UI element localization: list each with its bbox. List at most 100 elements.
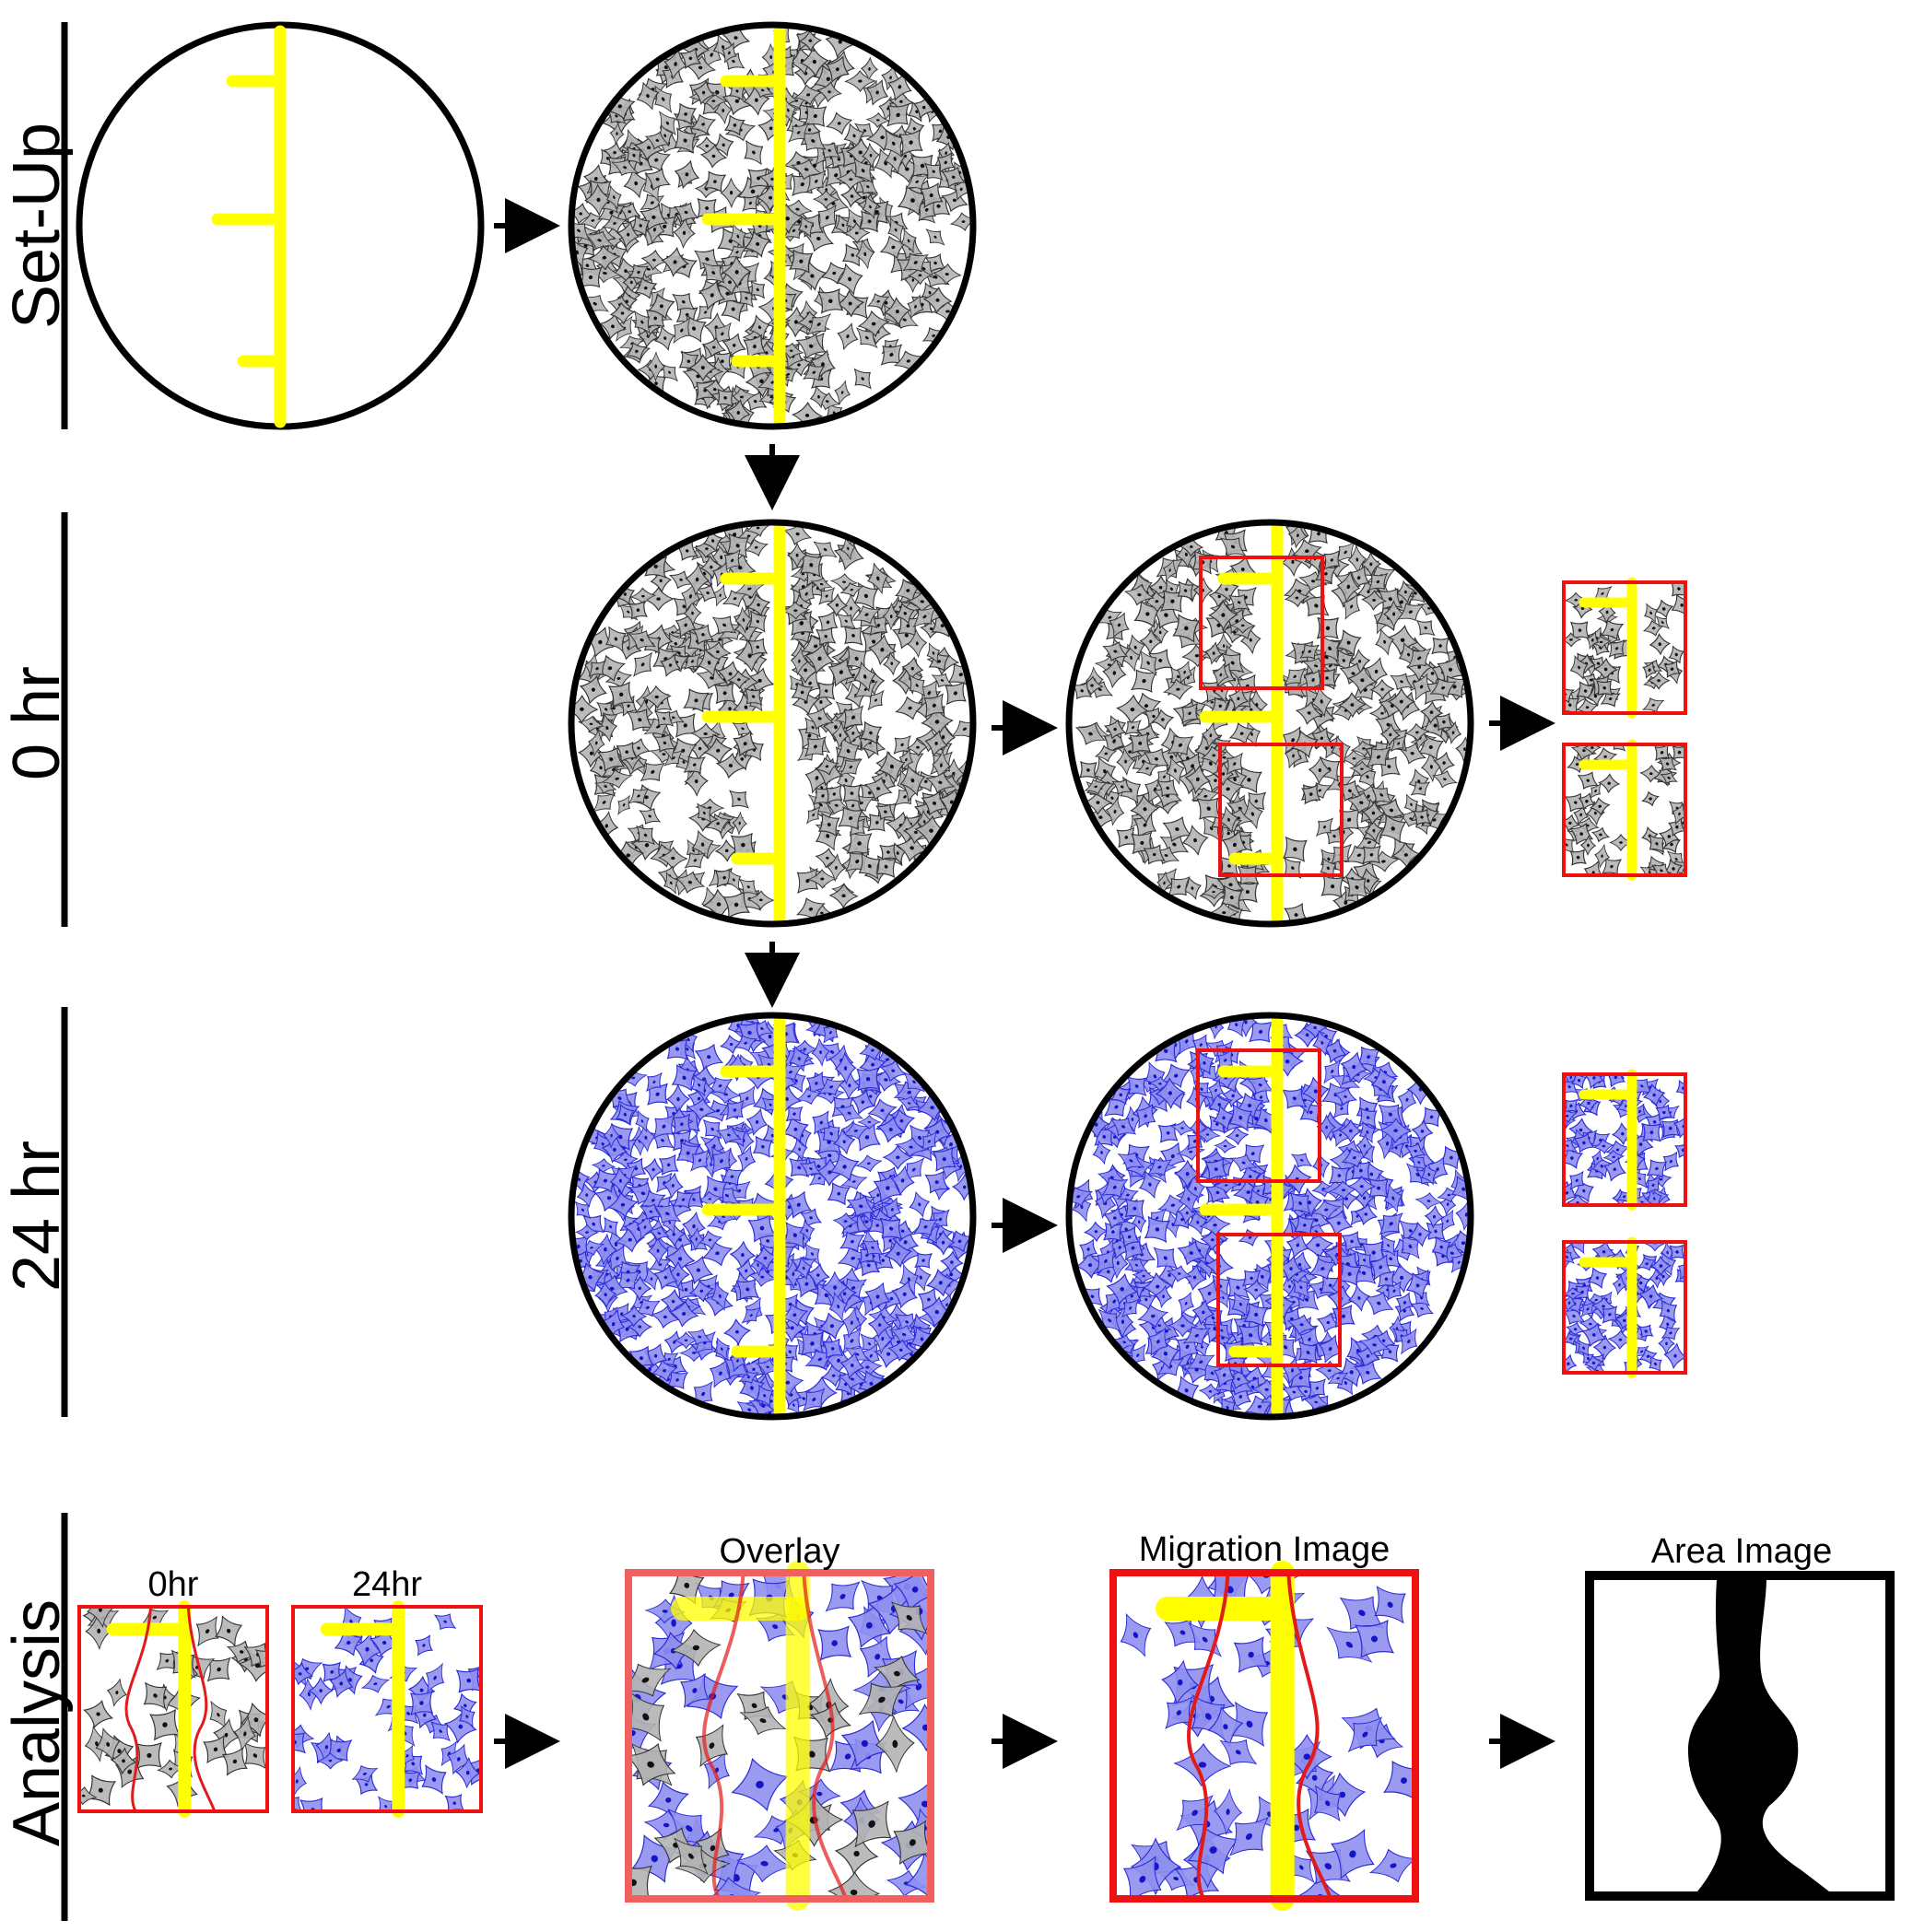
cell [713, 682, 736, 705]
empty-well-with-marker [76, 21, 485, 430]
cell [1124, 720, 1142, 736]
cell [703, 737, 734, 765]
roi-crop-24hr-top [1562, 1069, 1687, 1211]
cell [837, 736, 860, 767]
cell [744, 230, 771, 258]
cell [713, 1337, 730, 1362]
cell [818, 142, 841, 159]
cell [1337, 807, 1361, 832]
cell [1131, 669, 1157, 693]
cell [925, 771, 956, 794]
cell [1348, 649, 1371, 674]
cell [791, 682, 814, 703]
cell [1391, 841, 1421, 869]
cell [633, 651, 653, 677]
cell [1336, 570, 1361, 603]
cell [826, 111, 853, 135]
cell [673, 217, 696, 250]
cell [1135, 760, 1159, 777]
cell [690, 722, 722, 745]
cell [646, 351, 666, 382]
cell [683, 755, 706, 774]
cell [720, 177, 743, 209]
stained-well-24hr [568, 1012, 977, 1421]
cell [1299, 643, 1320, 660]
cell [640, 249, 668, 271]
cell [1386, 625, 1419, 656]
cell [1201, 721, 1220, 749]
cell [1338, 691, 1367, 719]
cell [1335, 628, 1362, 657]
cell [818, 587, 836, 605]
cell [1201, 884, 1226, 900]
cell [1295, 700, 1323, 725]
cell [828, 883, 859, 909]
cell [806, 869, 838, 889]
cell [592, 791, 616, 814]
cell [1283, 667, 1307, 686]
cell [734, 606, 753, 634]
cell [1208, 599, 1238, 631]
cell [853, 661, 877, 693]
cell [1102, 641, 1129, 662]
cell [839, 184, 864, 208]
cell [815, 848, 840, 869]
cell [660, 653, 681, 677]
cell [1434, 712, 1454, 732]
cell [1116, 826, 1137, 849]
cell [842, 222, 871, 244]
cell [593, 779, 617, 795]
cell [812, 189, 839, 209]
cell [842, 783, 862, 803]
cell [800, 1331, 825, 1356]
cell [699, 555, 723, 580]
yellow-marker [1199, 522, 1284, 924]
cell [636, 825, 655, 846]
seeded-well-setup [568, 21, 977, 430]
cell [841, 243, 863, 267]
cell [1162, 558, 1178, 582]
cell [617, 794, 631, 815]
cell [1162, 678, 1194, 700]
cell [1335, 541, 1356, 564]
cell [722, 1317, 752, 1346]
cell [675, 102, 698, 126]
cell [692, 79, 715, 106]
cell [797, 261, 827, 291]
cell [865, 79, 889, 106]
cell [1167, 876, 1191, 897]
cell [1123, 583, 1155, 606]
cell [1156, 779, 1179, 798]
cell [839, 582, 864, 598]
cell [1387, 687, 1415, 716]
cell [1143, 844, 1166, 865]
cell [926, 642, 941, 664]
cell [1228, 722, 1255, 745]
cell [820, 262, 848, 285]
cell [1367, 572, 1389, 591]
cell [1445, 720, 1462, 745]
cell [661, 363, 679, 382]
cell [683, 600, 702, 626]
cell [804, 642, 835, 675]
cell [1361, 590, 1388, 611]
roi-crop-0hr-top [1562, 577, 1687, 719]
cell [909, 673, 926, 697]
cell [1227, 593, 1250, 611]
cell [1180, 702, 1199, 724]
cell [789, 249, 814, 274]
cell [799, 131, 827, 151]
yellow-marker [701, 522, 786, 924]
cell [806, 312, 832, 336]
cell [923, 693, 945, 719]
cell [697, 197, 717, 219]
cell [1103, 719, 1127, 740]
cell [723, 114, 745, 136]
cell [842, 705, 864, 731]
cell [609, 301, 636, 325]
cell [716, 388, 734, 407]
cell [1366, 746, 1391, 768]
cell [675, 871, 706, 894]
cell [1412, 673, 1432, 701]
cell [1378, 588, 1403, 611]
